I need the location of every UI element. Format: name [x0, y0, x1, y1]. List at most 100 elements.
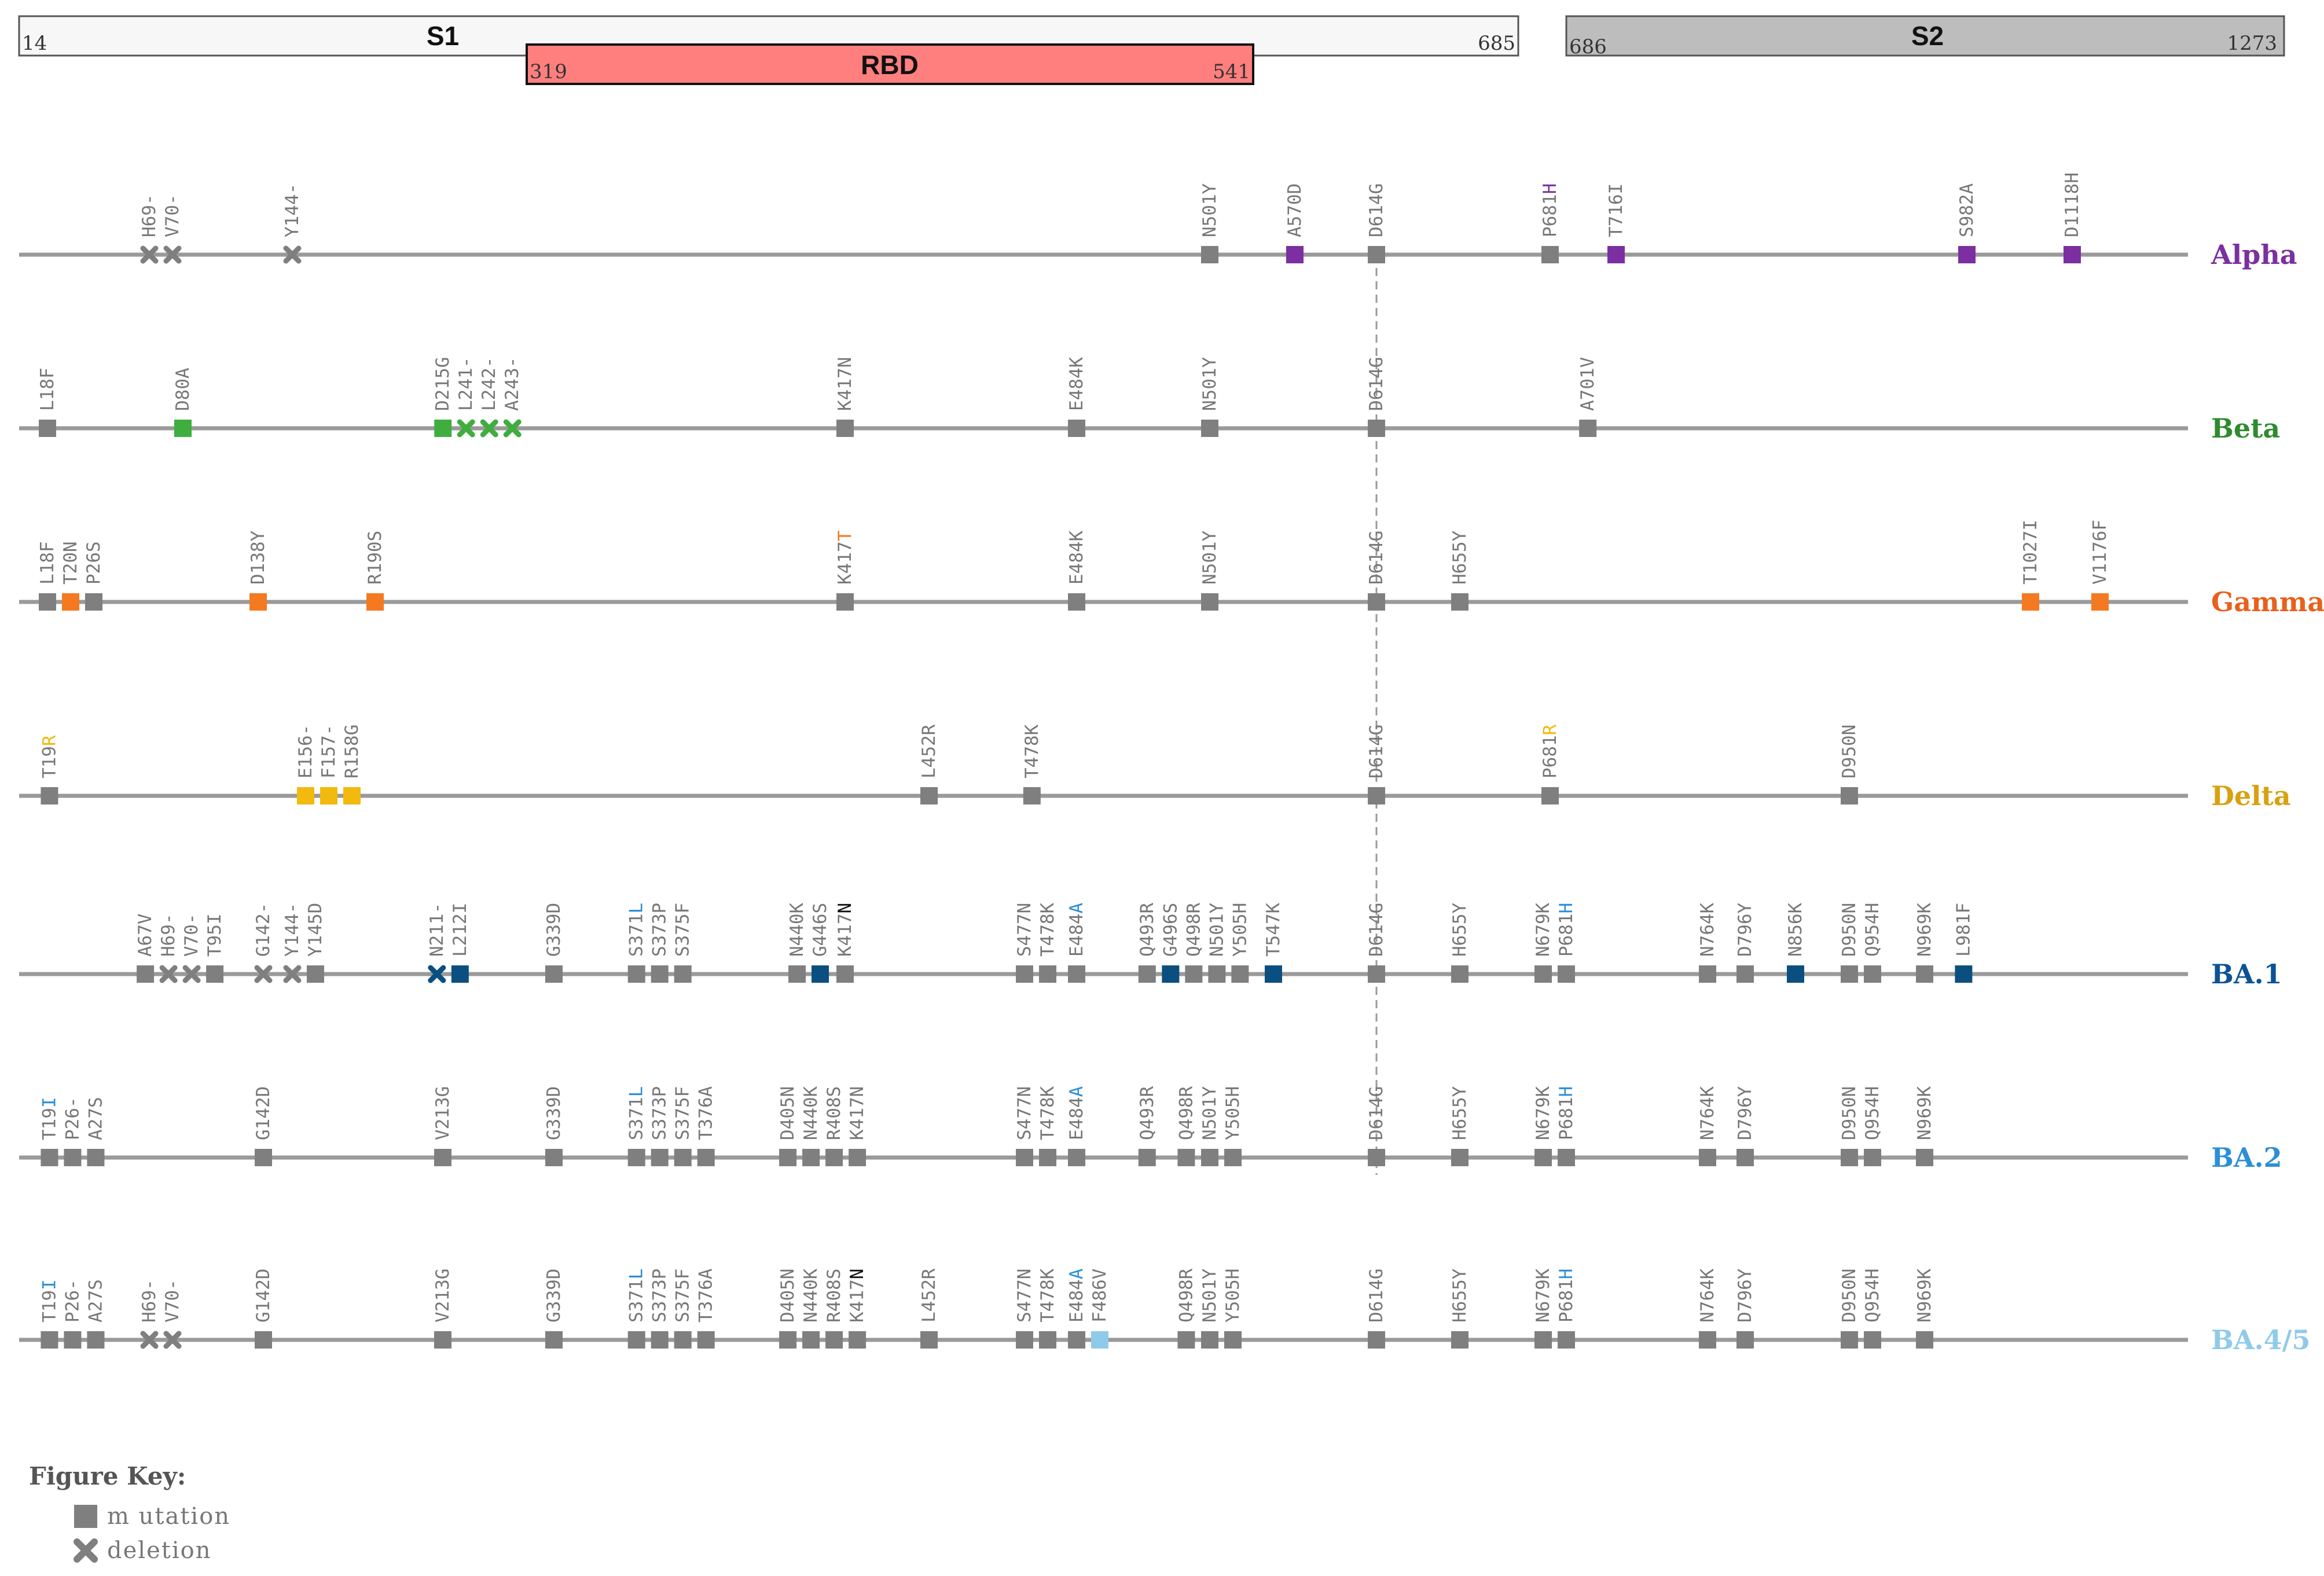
mutation-label: N501Y — [1199, 530, 1220, 585]
mutation-label: R158G — [342, 725, 362, 778]
mutation-label: E484K — [1066, 357, 1087, 411]
mutation-marker: D950N — [1839, 1269, 1860, 1349]
lineage-name: BA.2 — [2211, 1142, 2282, 1173]
mutation-label: T478K — [1037, 1268, 1058, 1322]
rbd-end-number: 541 — [1213, 60, 1250, 83]
mutation-marker: S477N — [1014, 903, 1035, 983]
mutation-marker: H655Y — [1449, 1086, 1470, 1166]
mutation-square-icon — [1534, 1149, 1552, 1166]
mutation-square-icon — [545, 1331, 563, 1349]
mutation-label: D614G — [1366, 903, 1387, 957]
lineage-track: H69- V70- Y144- N501Y A570D D614G P681H T716I S9… — [19, 172, 2297, 270]
mutation-label: D614G — [1366, 357, 1387, 411]
mutation-square-icon — [545, 965, 563, 983]
mutation-marker: H69- — [139, 1279, 160, 1349]
mutation-marker: T376A — [696, 1086, 717, 1166]
mutation-label: P681R — [1540, 724, 1561, 778]
mutation-label: L18F — [37, 368, 58, 411]
mutation-marker: A27S — [85, 1097, 106, 1166]
mutation-label: F486V — [1089, 1269, 1110, 1322]
mutation-marker: N440K — [801, 1268, 821, 1349]
mutation-square-icon — [836, 593, 854, 611]
mutation-label: P26- — [62, 1279, 83, 1322]
mutation-square-icon — [1231, 965, 1249, 983]
mutation-label: E484K — [1066, 530, 1087, 585]
mutation-square-icon — [41, 1149, 58, 1166]
mutation-marker: G339D — [544, 1086, 564, 1166]
mutation-square-icon — [1451, 965, 1468, 983]
mutation-square-icon — [1864, 1331, 1881, 1349]
mutation-square-icon — [64, 1149, 82, 1166]
mutation-label: E484A — [1066, 902, 1087, 957]
lineage-name: Alpha — [2211, 239, 2297, 270]
mutation-label: T20N — [60, 541, 81, 585]
mutation-label: T376A — [696, 1268, 717, 1322]
mutation-square-icon — [812, 965, 829, 983]
mutation-square-icon — [1368, 593, 1385, 611]
mutation-label: N764K — [1697, 1086, 1718, 1140]
mutation-label: D614G — [1366, 725, 1387, 778]
rbd-domain-box — [526, 43, 1254, 85]
mutation-marker: T478K — [1037, 1086, 1058, 1166]
mutation-marker: K417N — [835, 357, 856, 437]
mutation-square-icon — [1736, 1331, 1754, 1349]
mutation-marker: S982A — [1956, 183, 1977, 263]
mutation-marker: Y144- — [282, 903, 303, 983]
mutation-label: S477N — [1014, 1086, 1035, 1140]
deletion-cross-icon — [457, 419, 475, 438]
mutation-label: N679K — [1533, 1086, 1554, 1140]
mutation-label: L981F — [1953, 903, 1974, 957]
mutation-label: D950N — [1839, 1269, 1860, 1322]
mutation-square-icon — [1451, 593, 1468, 611]
mutation-marker: E156- — [295, 725, 316, 804]
mutation-square-icon — [255, 1149, 272, 1166]
mutation-square-icon — [697, 1331, 715, 1349]
mutation-marker: T95I — [204, 913, 225, 983]
mutation-marker: P26S — [83, 541, 104, 611]
mutation-square-icon — [1841, 1149, 1858, 1166]
mutation-label: P681H — [1556, 903, 1577, 957]
s1-end-number: 685 — [1478, 32, 1515, 55]
mutation-marker: G496S — [1160, 903, 1181, 983]
mutation-square-icon — [1841, 787, 1858, 804]
mutation-label: T478K — [1037, 1086, 1058, 1140]
mutation-square-icon — [545, 1149, 563, 1166]
mutation-square-icon — [1068, 1149, 1085, 1166]
deletion-cross-icon — [254, 965, 273, 983]
mutation-marker: N679K — [1533, 1268, 1554, 1349]
mutation-label: N679K — [1533, 1268, 1554, 1322]
lineage-track: L18F D80A D215G L241- L242- A243- K417N E484K N5… — [19, 357, 2280, 444]
mutation-square-icon — [1201, 1331, 1218, 1349]
mutation-label: L452R — [919, 724, 939, 778]
mutation-marker: T478K — [1037, 1268, 1058, 1349]
mutation-label: T716I — [1606, 183, 1627, 237]
mutation-marker: D950N — [1839, 725, 1860, 804]
mutation-label: Q954H — [1862, 1269, 1883, 1322]
mutation-label: D614G — [1366, 531, 1387, 585]
mutation-marker: E484A — [1066, 1086, 1087, 1166]
mutation-marker: T19I — [39, 1279, 60, 1349]
mutation-marker: N501Y — [1206, 902, 1227, 983]
mutation-square-icon — [137, 965, 155, 983]
mutation-square-icon — [651, 965, 669, 983]
mutation-marker: Y505H — [1222, 1086, 1243, 1166]
mutation-label: G142- — [253, 903, 274, 957]
mutation-label: N969K — [1914, 1268, 1935, 1322]
lineage-name: Gamma — [2211, 586, 2324, 618]
figure-key: Figure Key: m utation deletion — [29, 1462, 229, 1564]
mutation-square-icon — [1916, 1149, 1933, 1166]
key-label-deletion: deletion — [107, 1537, 211, 1564]
mutation-marker: E484A — [1066, 1268, 1087, 1349]
mutation-square-icon — [174, 420, 192, 437]
mutation-marker: P26- — [62, 1097, 83, 1166]
mutation-label: V1176F — [2090, 520, 2110, 585]
mutation-label: L18F — [37, 541, 58, 585]
mutation-label: T19I — [39, 1097, 60, 1140]
deletion-cross-icon — [140, 245, 159, 264]
mutation-square-icon — [1841, 965, 1858, 983]
mutation-label: N501Y — [1199, 1086, 1220, 1140]
mutation-label: D1118H — [2062, 172, 2083, 237]
mutation-marker: V70- — [181, 913, 202, 983]
mutation-label: D950N — [1839, 725, 1860, 778]
mutation-marker: L212I — [450, 903, 471, 983]
